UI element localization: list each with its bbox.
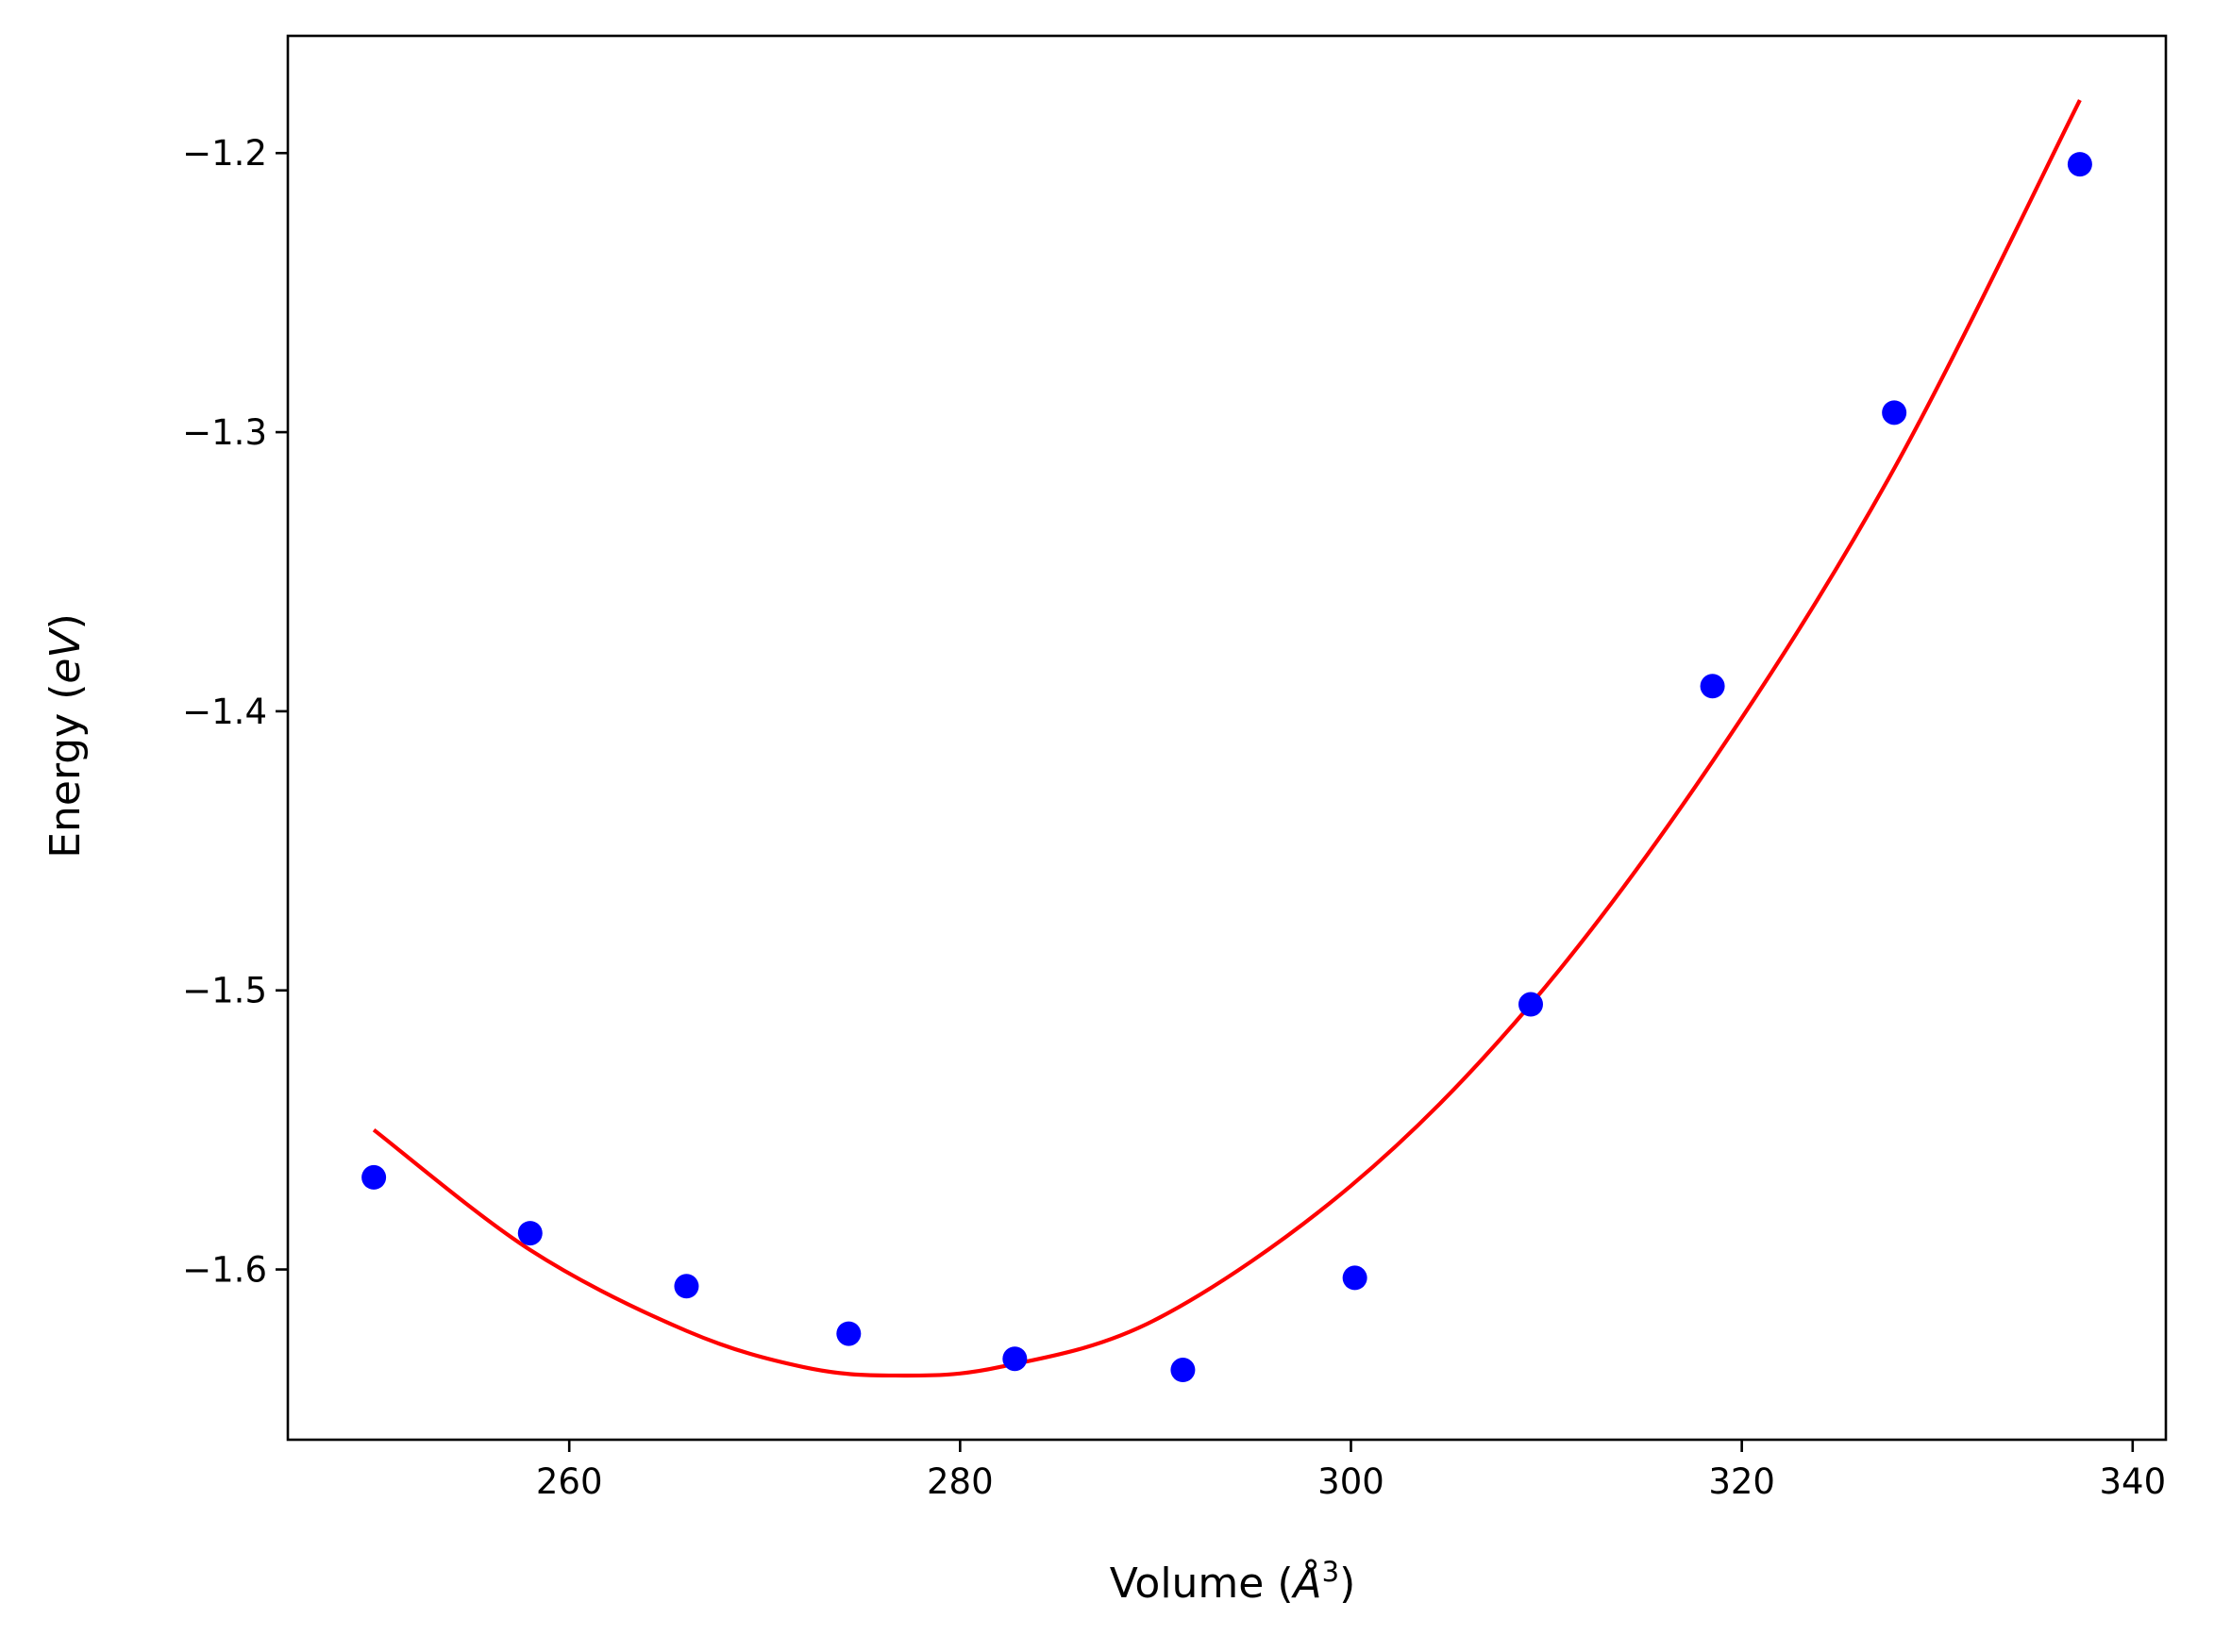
x-tick-label: 280 <box>927 1461 994 1502</box>
data-point <box>1342 1265 1367 1291</box>
axes-layer <box>286 34 2168 1442</box>
fit-curve-line <box>372 99 2082 1378</box>
data-point <box>1002 1346 1028 1372</box>
data-point <box>361 1164 387 1190</box>
x-tick-label: 260 <box>536 1461 603 1502</box>
ticks-layer: 260 280 300 320 340 −1.2 −1.3 −1.4 −1.5 −1.6 <box>182 133 2166 1502</box>
x-tick-label: 320 <box>1708 1461 1775 1502</box>
data-point <box>1170 1358 1196 1383</box>
data-point <box>1700 674 1725 699</box>
x-tick-label: 300 <box>1317 1461 1384 1502</box>
data-point <box>674 1274 699 1299</box>
plot-frame <box>286 34 2168 1442</box>
data-point <box>1882 400 1907 426</box>
y-tick-label: −1.3 <box>182 412 267 453</box>
series-layer <box>361 99 2092 1383</box>
data-point <box>517 1221 543 1246</box>
x-tick-label: 340 <box>2099 1461 2166 1502</box>
x-axis-label: Volume (Å3) <box>1110 1556 1356 1608</box>
data-point <box>1518 992 1544 1017</box>
y-tick-label: −1.5 <box>182 971 267 1011</box>
y-tick-label: −1.6 <box>182 1250 267 1291</box>
data-point <box>836 1321 862 1346</box>
y-axis-label: Energy (eV) <box>42 613 90 859</box>
data-point <box>2067 152 2092 177</box>
y-tick-label: −1.4 <box>182 692 267 732</box>
y-tick-label: −1.2 <box>182 133 267 174</box>
